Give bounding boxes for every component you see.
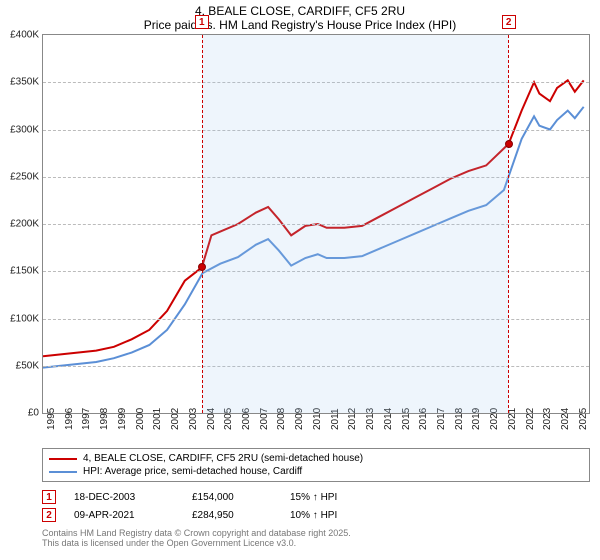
x-tick-label: 1998 <box>99 408 110 430</box>
y-tick-label: £0 <box>1 408 39 419</box>
event-delta: 10% ↑ HPI <box>290 510 337 521</box>
event-delta: 15% ↑ HPI <box>290 492 337 503</box>
y-tick-label: £250K <box>1 171 39 182</box>
event-price: £154,000 <box>192 492 272 503</box>
marker-2-flag: 2 <box>502 15 516 29</box>
y-tick-label: £350K <box>1 77 39 88</box>
x-tick-label: 2003 <box>188 408 199 430</box>
event-date: 09-APR-2021 <box>74 510 174 521</box>
legend-box: 4, BEALE CLOSE, CARDIFF, CF5 2RU (semi-d… <box>42 448 590 482</box>
sale-point-m1 <box>198 263 206 271</box>
x-tick-label: 1999 <box>117 408 128 430</box>
y-tick-label: £50K <box>1 360 39 371</box>
x-tick-label: 1995 <box>46 408 57 430</box>
y-tick-label: £400K <box>1 30 39 41</box>
sale-point-m2 <box>505 140 513 148</box>
footer-line1: Contains HM Land Registry data © Crown c… <box>42 528 590 538</box>
y-tick-label: £150K <box>1 266 39 277</box>
x-tick-label: 2000 <box>135 408 146 430</box>
x-tick-label: 2025 <box>578 408 589 430</box>
legend-label: 4, BEALE CLOSE, CARDIFF, CF5 2RU (semi-d… <box>83 453 363 464</box>
y-tick-label: £200K <box>1 219 39 230</box>
x-tick-label: 2024 <box>560 408 571 430</box>
x-tick-label: 2023 <box>542 408 553 430</box>
legend-swatch <box>49 458 77 460</box>
marker-1-flag: 1 <box>195 15 209 29</box>
x-tick-label: 1997 <box>81 408 92 430</box>
event-marker: 2 <box>42 508 56 522</box>
price-chart: £0£50K£100K£150K£200K£250K£300K£350K£400… <box>42 34 590 414</box>
event-row: 1 18-DEC-2003 £154,000 15% ↑ HPI <box>42 488 590 506</box>
legend-row: HPI: Average price, semi-detached house,… <box>49 465 583 478</box>
event-price: £284,950 <box>192 510 272 521</box>
legend-label: HPI: Average price, semi-detached house,… <box>83 466 302 477</box>
x-tick-label: 2001 <box>152 408 163 430</box>
legend-row: 4, BEALE CLOSE, CARDIFF, CF5 2RU (semi-d… <box>49 452 583 465</box>
x-tick-label: 1996 <box>64 408 75 430</box>
event-date: 18-DEC-2003 <box>74 492 174 503</box>
y-tick-label: £100K <box>1 313 39 324</box>
legend-swatch <box>49 471 77 473</box>
x-tick-label: 2022 <box>525 408 536 430</box>
event-row: 2 09-APR-2021 £284,950 10% ↑ HPI <box>42 506 590 524</box>
x-tick-label: 2002 <box>170 408 181 430</box>
attribution-footer: Contains HM Land Registry data © Crown c… <box>42 528 590 548</box>
y-tick-label: £300K <box>1 124 39 135</box>
event-marker: 1 <box>42 490 56 504</box>
events-table: 1 18-DEC-2003 £154,000 15% ↑ HPI 2 09-APR-202… <box>42 488 590 524</box>
ownership-period-shade <box>202 35 509 413</box>
footer-line2: This data is licensed under the Open Gov… <box>42 538 590 548</box>
